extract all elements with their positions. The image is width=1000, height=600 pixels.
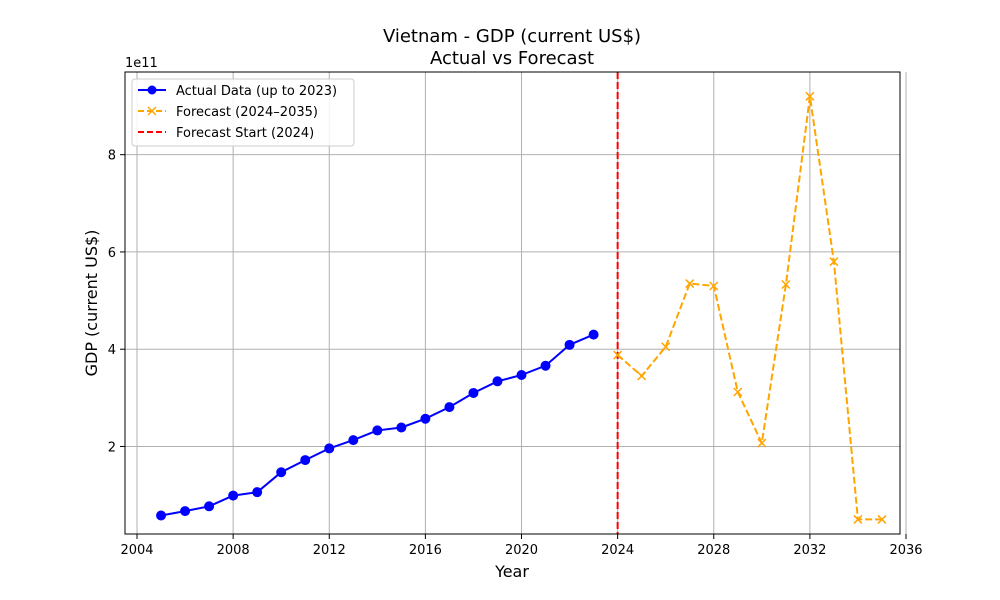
- y-tick-label: 6: [108, 246, 116, 261]
- x-tick-label: 2024: [601, 543, 634, 558]
- series: [156, 91, 887, 524]
- legend-label: Forecast Start (2024): [176, 126, 314, 141]
- data-point: [204, 501, 215, 512]
- series-0: [156, 329, 599, 521]
- data-point: [853, 514, 863, 524]
- data-point: [877, 514, 887, 524]
- y-tick-label: 4: [108, 343, 116, 358]
- data-point: [372, 425, 383, 436]
- x-tick-label: 2032: [793, 543, 826, 558]
- legend-item: Actual Data (up to 2023): [138, 84, 337, 99]
- data-point: [564, 339, 575, 350]
- y-tick-label: 2: [108, 440, 116, 455]
- x-tick-label: 2036: [889, 543, 922, 558]
- x-tick-label: 2008: [217, 543, 250, 558]
- data-point: [228, 490, 239, 501]
- legend-item: Forecast Start (2024): [138, 126, 314, 141]
- data-point: [300, 455, 311, 466]
- x-tick-label: 2016: [409, 543, 442, 558]
- data-point: [492, 376, 503, 387]
- data-point: [348, 435, 359, 446]
- data-point: [444, 402, 455, 413]
- chart-title: Vietnam - GDP (current US$): [383, 26, 641, 47]
- data-point: [252, 487, 263, 498]
- series-line: [616, 95, 882, 521]
- data-point: [588, 329, 599, 340]
- data-point: [661, 342, 671, 352]
- legend: Actual Data (up to 2023) Forecast (2024–2…: [131, 78, 355, 147]
- data-point: [637, 371, 647, 381]
- legend-box: [131, 78, 355, 147]
- data-point: [540, 360, 551, 371]
- data-point: [468, 387, 479, 398]
- x-axis-label: Year: [494, 562, 529, 581]
- legend-item: Forecast (2024–2035): [138, 105, 318, 120]
- data-point: [516, 369, 527, 380]
- x-tick-label: 2004: [120, 543, 153, 558]
- data-point: [276, 467, 287, 478]
- y-offset-label: 1e11: [125, 56, 158, 71]
- x-tick-label: 2020: [505, 543, 538, 558]
- series-line: [160, 333, 594, 517]
- plot-frame: [124, 71, 901, 535]
- data-point: [324, 443, 335, 454]
- legend-marker: [147, 85, 157, 95]
- x-axis-ticks: 2004 2008 2012 2016 2020 2024 2028 2032 2036: [120, 534, 923, 558]
- data-point: [757, 438, 767, 448]
- legend-marker: [147, 106, 157, 116]
- data-point: [396, 422, 407, 433]
- data-point: [781, 279, 791, 290]
- data-point: [709, 281, 719, 291]
- series-1: [613, 91, 887, 524]
- data-point: [180, 506, 191, 517]
- x-tick-label: 2012: [313, 543, 346, 558]
- data-point: [156, 510, 167, 521]
- y-axis-ticks: 2 4 6 8: [108, 149, 125, 455]
- data-point: [685, 279, 695, 289]
- y-axis-label: GDP (current US$): [82, 230, 101, 377]
- data-point: [829, 257, 839, 267]
- data-point: [805, 91, 815, 101]
- legend-label: Actual Data (up to 2023): [176, 84, 337, 99]
- chart-subtitle: Actual vs Forecast: [430, 48, 594, 69]
- y-tick-label: 8: [108, 149, 116, 164]
- data-point: [613, 350, 623, 360]
- data-point: [420, 413, 431, 424]
- data-point: [733, 387, 743, 397]
- x-tick-label: 2028: [697, 543, 730, 558]
- legend-label: Forecast (2024–2035): [176, 105, 318, 120]
